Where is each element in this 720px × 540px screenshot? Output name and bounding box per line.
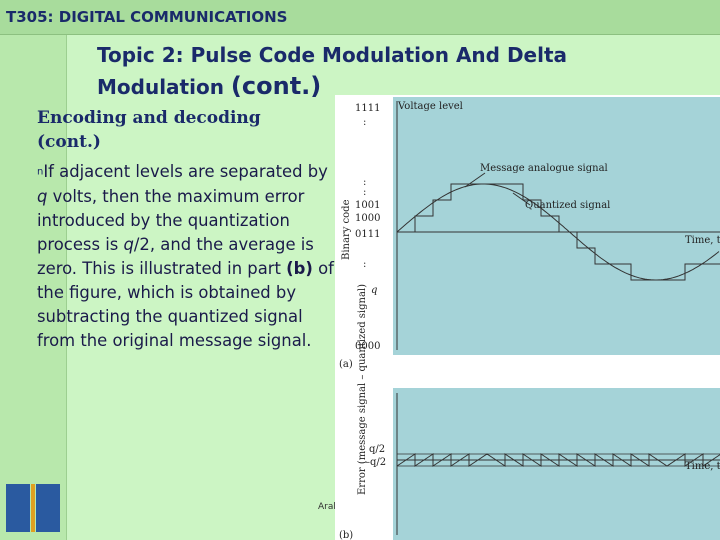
footer: Arab xyxy=(318,502,340,512)
code: 0000 xyxy=(355,341,380,352)
caption: (b) xyxy=(339,530,353,540)
slide-heading: Topic 2: Pulse Code Modulation And Delta… xyxy=(97,40,657,103)
run: q xyxy=(37,186,48,206)
time-label: Time, t xyxy=(685,235,720,246)
logo-block xyxy=(6,484,30,532)
dots: : xyxy=(363,259,366,270)
run: If adjacent levels are separated by xyxy=(43,162,328,181)
quantized-label: Quantized signal xyxy=(525,200,610,211)
logo-block xyxy=(31,484,35,532)
code: 1111 xyxy=(355,103,380,114)
subheading: Encoding and decoding (cont.) xyxy=(37,108,261,152)
code: 0111 xyxy=(355,229,380,240)
logo xyxy=(6,484,60,532)
heading-line: Topic 2: Pulse Code Modulation And Delta xyxy=(97,43,568,67)
dots: : xyxy=(363,117,366,128)
run: volts, then the maximum error introduced… xyxy=(37,186,305,254)
code: 1000 xyxy=(355,213,380,224)
y-label: Binary code xyxy=(341,199,352,260)
y-label: Error (message signal – quantized signal… xyxy=(357,284,368,495)
course-title: T305: DIGITAL COMMUNICATIONS xyxy=(6,8,288,26)
run: (b) xyxy=(286,258,313,278)
left-strip xyxy=(0,35,67,540)
run: /2, and the average is zero. This is ill… xyxy=(37,234,314,278)
run: q xyxy=(123,234,134,254)
code: 1001 xyxy=(355,200,380,211)
bullet: n xyxy=(37,166,44,178)
waves xyxy=(396,101,720,535)
dots: : xyxy=(363,187,366,198)
heading-line: Modulation xyxy=(97,75,224,99)
step-label: q xyxy=(371,285,377,296)
dots: : xyxy=(363,177,366,188)
caption: (a) xyxy=(339,359,353,370)
top-bar: T305: DIGITAL COMMUNICATIONS xyxy=(0,0,720,35)
upper-label: q/2 xyxy=(369,444,385,455)
paragraph: nIf adjacent levels are separated by q v… xyxy=(37,160,337,353)
top-label: Voltage level xyxy=(397,101,463,112)
pointer xyxy=(464,172,486,188)
time-label: Time, t xyxy=(685,461,720,472)
run: of the figure, which is obtained by subt… xyxy=(37,258,334,350)
figure: 1111 : : : : 1001 1000 0111 0000 q Binar… xyxy=(335,95,720,540)
quantized-signal xyxy=(397,183,720,281)
logo-block xyxy=(36,484,60,532)
error-signal xyxy=(396,453,720,467)
panel-a xyxy=(393,97,720,355)
heading-suffix: (cont.) xyxy=(230,72,322,100)
pointer xyxy=(512,192,531,206)
signal-label: Message analogue signal xyxy=(480,163,608,174)
lower-label: –q/2 xyxy=(365,457,386,468)
